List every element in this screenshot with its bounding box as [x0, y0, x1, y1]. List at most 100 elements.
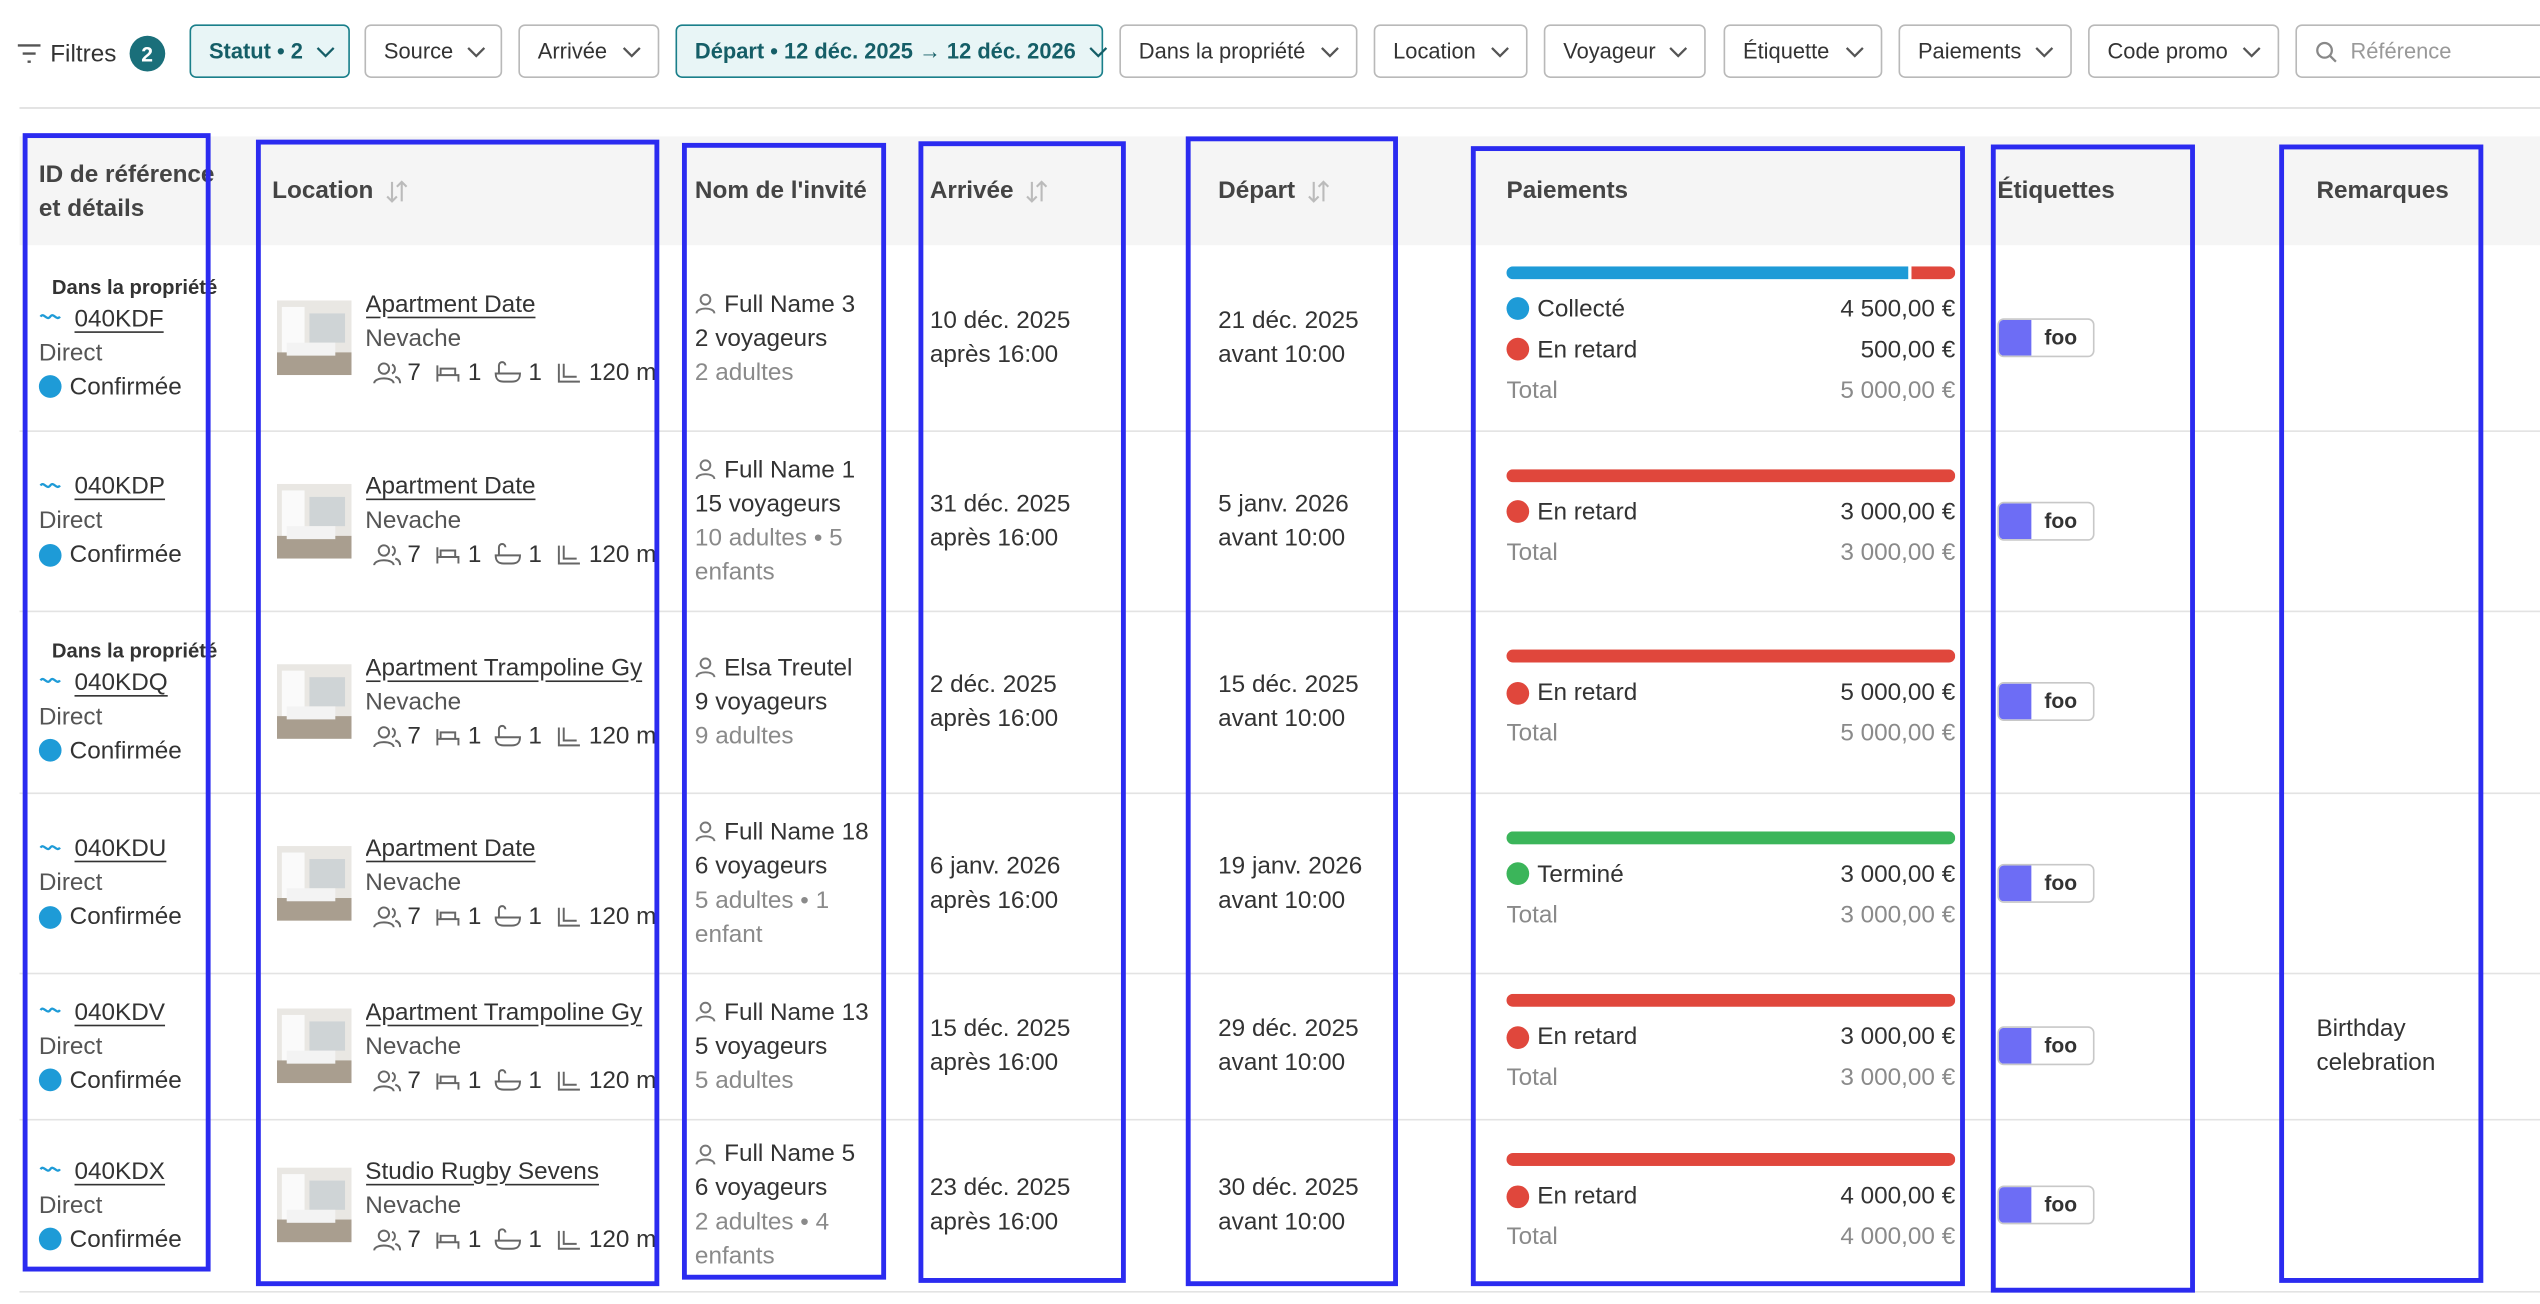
payment-total: Total 3 000,00 € — [1507, 532, 1956, 573]
reference-id[interactable]: 040KDF — [74, 304, 164, 333]
highlight-box — [1990, 144, 2195, 1293]
filter-chip-label: Location — [1393, 38, 1476, 64]
arrival-time: après 16:00 — [929, 885, 1059, 914]
reference-id[interactable]: 040KDP — [74, 472, 166, 501]
filter-chip[interactable]: Paiements — [1898, 24, 2072, 78]
tag-color — [1998, 502, 2032, 539]
area: 120 m² — [588, 1225, 657, 1253]
listing-name[interactable]: Studio Rugby Sevens — [365, 1157, 599, 1185]
sort-icon[interactable] — [1305, 178, 1331, 204]
status: Confirmée — [38, 733, 225, 767]
reference-line: 040KDX — [39, 1154, 225, 1188]
table-cell: 10 déc. 2025 après 16:00 — [930, 245, 1189, 430]
filter-chip[interactable]: Statut • 2 — [189, 24, 350, 78]
svg-shape — [39, 844, 61, 850]
search-icon — [2316, 41, 2337, 62]
tag: foo — [1997, 863, 2095, 903]
listing-name[interactable]: Apartment Trampoline Gy — [365, 653, 643, 682]
filter-chip[interactable]: Source — [364, 24, 503, 78]
table-cell: foo — [1997, 792, 2191, 972]
circle-shape — [699, 293, 712, 306]
capacity: 7 — [407, 721, 421, 750]
row-divider — [19, 610, 2540, 613]
channel-icon — [39, 840, 62, 856]
rect-shape — [276, 535, 351, 558]
status-label: Confirmée — [69, 902, 182, 931]
tag: foo — [1997, 1026, 2095, 1066]
svg-shape — [372, 544, 401, 566]
bed-icon — [434, 360, 462, 384]
payment-line: En retard 500,00 € — [1506, 329, 1955, 370]
status-label: Confirmée — [69, 1225, 182, 1253]
row-divider — [19, 792, 2540, 795]
svg-shape — [276, 845, 351, 920]
rect-shape — [276, 352, 351, 376]
reference-id[interactable]: 040KDX — [74, 1157, 166, 1185]
filter-chip[interactable]: Code promo — [2088, 24, 2280, 78]
listing-name[interactable]: Apartment Date — [365, 472, 536, 501]
highlight-box — [22, 133, 211, 1272]
table-cell: Full Name 3 2 voyageurs 2 adultes — [695, 245, 886, 430]
svg-shape — [695, 1001, 716, 1022]
filter-chip[interactable]: Étiquette — [1723, 24, 1883, 78]
area-icon — [555, 723, 583, 747]
highlight-box — [918, 141, 1126, 1283]
badge: Dans la propriété — [51, 639, 218, 662]
listing-photo — [276, 483, 351, 558]
listing-name[interactable]: Apartment Date — [365, 834, 536, 863]
status: Confirmée — [38, 1222, 225, 1256]
circle-shape — [699, 657, 712, 670]
path-shape — [557, 545, 580, 565]
tag-label: foo — [2044, 1032, 2078, 1058]
person-icon — [695, 1142, 716, 1165]
payment-bar-segment — [1506, 1152, 1956, 1166]
filter-chip[interactable]: Voyageur — [1543, 24, 1706, 78]
status-label: Confirmée — [69, 736, 182, 765]
status-dot — [38, 375, 62, 398]
party: 5 adultes — [694, 1066, 794, 1094]
filters-toggle[interactable]: Filtres 2 — [16, 35, 165, 72]
payment-status-label: En retard — [1537, 497, 1638, 526]
payment-status-label: Collecté — [1537, 294, 1626, 323]
guest-name: Full Name 18 — [695, 814, 886, 848]
sort-icon[interactable] — [383, 178, 409, 204]
reference-id[interactable]: 040KDU — [74, 834, 167, 863]
status: Confirmée — [38, 538, 225, 572]
path-shape — [39, 1166, 61, 1172]
filter-chip[interactable]: Arrivée — [518, 24, 660, 78]
amenities: 7 1 1 120 m² — [365, 538, 657, 572]
payment-status: Terminé — [1506, 853, 1624, 894]
listing-name[interactable]: Apartment Date — [365, 289, 536, 318]
path-shape — [695, 671, 716, 678]
payment-total: Total 4 000,00 € — [1507, 1216, 1956, 1257]
listing-photo — [276, 1167, 351, 1243]
listing-info: Apartment Date Nevache 7 1 1 120 m² — [365, 831, 657, 933]
filter-chip[interactable]: Location — [1373, 24, 1528, 78]
path-shape — [436, 728, 460, 745]
total-label: Total — [1506, 375, 1558, 404]
filter-chip[interactable]: Dans la propriété — [1119, 24, 1358, 78]
listing-name[interactable]: Apartment Trampoline Gy — [365, 997, 643, 1026]
payment-line: Collecté 4 500,00 € — [1506, 288, 1955, 329]
arrival-time: après 16:00 — [929, 523, 1059, 552]
path-shape — [695, 1015, 716, 1022]
sort-icon[interactable] — [1023, 178, 1049, 204]
reference-id[interactable]: 040KDV — [74, 997, 166, 1026]
departure-date: 29 déc. 2025 — [1218, 1014, 1359, 1043]
tag-color — [1998, 1187, 2032, 1223]
departure-time: avant 10:00 — [1218, 704, 1346, 733]
payment-total: Total 5 000,00 € — [1507, 369, 1956, 410]
payment-status-label: En retard — [1537, 335, 1638, 363]
highlight-box — [1470, 146, 1965, 1287]
filter-chip[interactable]: Départ • 12 déc. 2025 → 12 déc. 2026 — [675, 24, 1108, 78]
search-placeholder: Référence — [2350, 38, 2452, 64]
tag-label: foo — [2044, 688, 2078, 713]
reference-id[interactable]: 040KDQ — [74, 668, 168, 696]
row-divider — [19, 1118, 2540, 1121]
travelers: 2 voyageurs — [694, 323, 828, 352]
listing-info: Studio Rugby Sevens Nevache 7 1 1 120 m² — [365, 1154, 657, 1256]
arrival-time: après 16:00 — [929, 1208, 1059, 1236]
payment-dot — [1506, 862, 1530, 886]
search-input[interactable]: Référence — [2295, 24, 2540, 78]
